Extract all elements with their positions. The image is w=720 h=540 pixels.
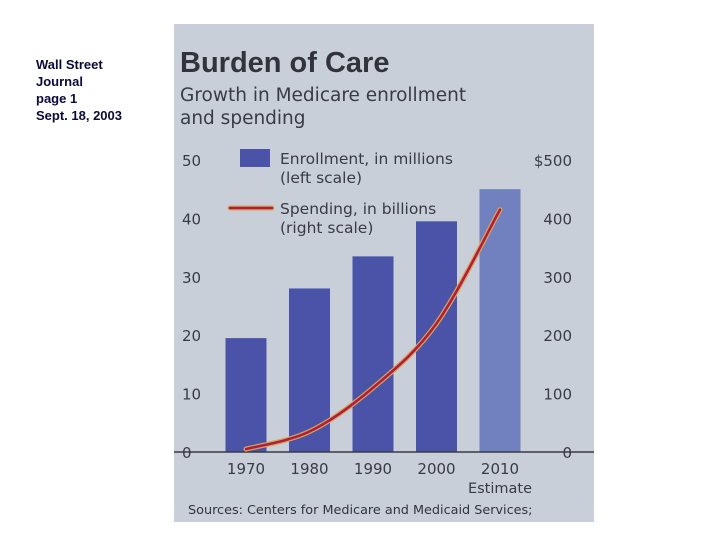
- right-tick-label: 400: [543, 210, 572, 228]
- enrollment-bar: [289, 288, 330, 452]
- right-tick-label: 100: [543, 386, 572, 404]
- right-tick-label: $500: [534, 152, 572, 170]
- right-tick-label: 300: [543, 269, 572, 287]
- newspaper-clipping: Burden of Care Growth in Medicare enroll…: [174, 24, 594, 522]
- left-tick-label: 20: [182, 327, 201, 345]
- category-label: 1990: [354, 460, 392, 478]
- chart-subtitle-line2: and spending: [180, 108, 306, 129]
- chart-source: Sources: Centers for Medicare and Medica…: [188, 503, 533, 518]
- enrollment-bars: [225, 189, 521, 452]
- caption-publication: Wall Street: [36, 57, 103, 72]
- enrollment-bar: [416, 221, 457, 452]
- left-axis: 50 40 30 20 10 0: [182, 152, 201, 462]
- legend-line-label-line2: (right scale): [280, 219, 373, 237]
- chart-subtitle-line1: Growth in Medicare enrollment: [180, 85, 466, 106]
- category-label: 2010: [481, 460, 519, 478]
- x-axis: 1970 1980 1990 2000 2010: [227, 460, 519, 478]
- spending-line: [244, 208, 502, 451]
- enrollment-bar: [225, 338, 267, 452]
- enrollment-bar: [352, 256, 394, 452]
- newspaper-caption: Wall Street Journal page 1 Sept. 18, 200…: [36, 56, 146, 124]
- caption-page: page 1: [36, 91, 78, 106]
- caption-date: Sept. 18, 2003: [36, 108, 122, 123]
- legend-bar-label-line2: (left scale): [280, 169, 362, 187]
- legend-line-label-line1: Spending, in billions: [280, 200, 436, 218]
- left-tick-label: 30: [182, 269, 201, 287]
- medicare-chart: Burden of Care Growth in Medicare enroll…: [174, 24, 594, 522]
- legend-bar-swatch: [240, 149, 270, 167]
- category-label: 2000: [417, 460, 455, 478]
- category-label: 1980: [290, 460, 328, 478]
- left-tick-label: 0: [182, 444, 192, 462]
- right-axis: $500 400 300 200 100 0: [534, 152, 572, 462]
- caption-publication-cont: Journal: [36, 74, 83, 89]
- legend-bar-label-line1: Enrollment, in millions: [280, 150, 453, 168]
- left-tick-label: 10: [182, 386, 201, 404]
- right-tick-label: 0: [562, 444, 572, 462]
- right-tick-label: 200: [543, 327, 572, 345]
- left-tick-label: 40: [182, 210, 201, 228]
- category-note-estimate: Estimate: [468, 481, 532, 497]
- chart-title: Burden of Care: [180, 47, 389, 79]
- left-tick-label: 50: [182, 152, 201, 170]
- enrollment-bar: [479, 189, 521, 452]
- category-label: 1970: [227, 460, 265, 478]
